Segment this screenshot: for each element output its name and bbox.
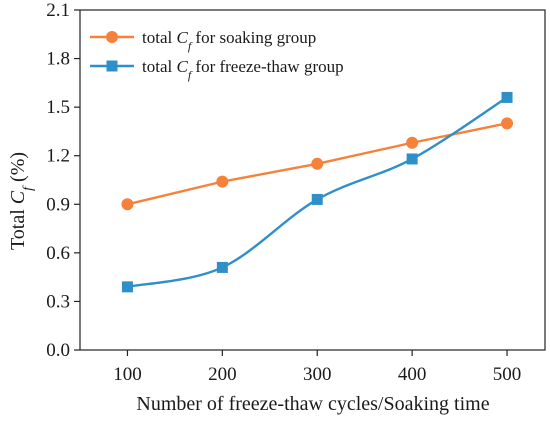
y-tick-label: 2.1 — [46, 0, 70, 21]
data-point-circle — [501, 117, 514, 130]
y-tick-label: 0.0 — [46, 340, 70, 361]
y-tick-label: 1.5 — [46, 97, 70, 118]
legend-marker-circle — [106, 31, 118, 43]
x-tick-label: 500 — [493, 364, 522, 385]
data-point-square — [501, 91, 513, 103]
y-tick-label: 1.2 — [46, 146, 70, 167]
series-markers — [121, 91, 514, 293]
data-point-square — [406, 153, 418, 165]
series-line-2 — [127, 96, 508, 289]
data-point-circle — [121, 198, 134, 211]
y-tick-label: 0.3 — [46, 291, 70, 312]
data-point-square — [216, 261, 228, 273]
series-lines — [127, 96, 508, 289]
y-axis-title: Total Cf (%) — [7, 152, 36, 250]
x-axis-title: Number of freeze-thaw cycles/Soaking tim… — [136, 393, 489, 415]
x-tick-label: 200 — [208, 364, 237, 385]
axes — [79, 9, 546, 351]
x-tick-label: 100 — [113, 364, 142, 385]
y-tick-label: 0.6 — [46, 243, 70, 264]
y-tick-label: 1.8 — [46, 49, 70, 70]
legend-label-2: total Cf for freeze-thaw group — [142, 57, 344, 82]
data-point-circle — [216, 175, 229, 188]
data-point-square — [311, 193, 323, 205]
plot-frame — [79, 9, 546, 351]
y-tick-label: 0.9 — [46, 194, 70, 215]
data-point-circle — [311, 157, 324, 170]
legend: total Cf for soaking group total Cf for f… — [90, 28, 344, 82]
x-tick-label: 300 — [303, 364, 332, 385]
data-point-square — [121, 281, 133, 293]
legend-marker-square — [106, 60, 118, 72]
x-tick-label: 400 — [398, 364, 427, 385]
data-point-circle — [406, 136, 419, 149]
ticks: 100 200 300 400 500 0.0 0.3 0.6 0.9 1.2 1.5 1.8 2.1 — [46, 0, 521, 385]
legend-label-1: total Cf for soaking group — [142, 28, 316, 53]
